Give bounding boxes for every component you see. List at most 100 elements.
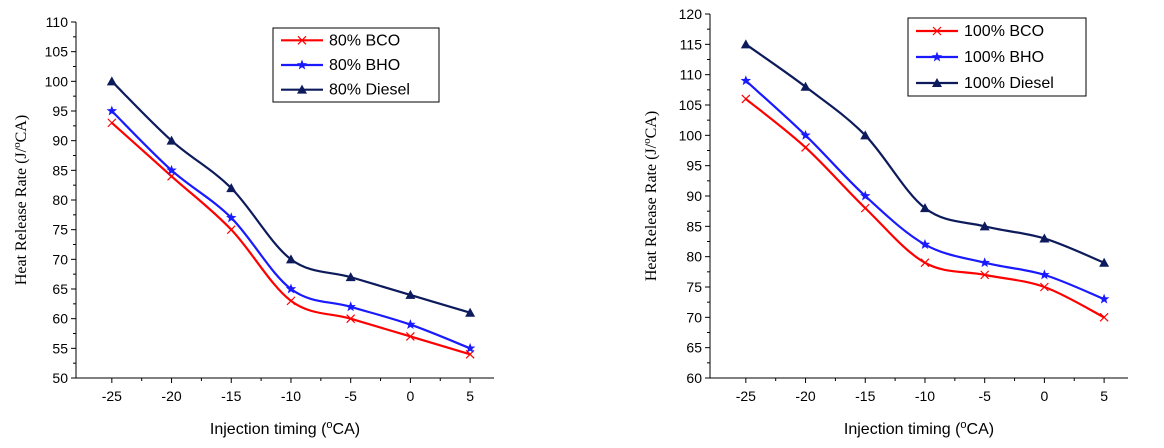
legend-item: 80% Diesel [281, 82, 410, 99]
data-point [860, 190, 871, 201]
legend-label: 100% BHO [964, 49, 1044, 66]
data-point [979, 257, 990, 268]
x-tick-label: -10 [915, 388, 935, 404]
series-80-diesel [106, 76, 476, 317]
data-point [405, 289, 416, 299]
y-tick-label: 70 [686, 309, 702, 325]
y-tick-label: 110 [46, 14, 69, 30]
series-line [111, 80, 471, 314]
series-100-bho [740, 75, 1110, 304]
legend-item: 100% Diesel [916, 75, 1054, 92]
y-tick-label: 60 [52, 311, 68, 327]
data-point [920, 258, 930, 268]
data-point [740, 39, 751, 49]
legend-item: 100% BHO [916, 49, 1044, 66]
legend-label: 100% BCO [964, 23, 1044, 40]
data-point [1039, 269, 1050, 280]
data-point [346, 314, 356, 324]
data-point [980, 270, 990, 280]
data-point [979, 221, 990, 231]
y-tick-label: 120 [679, 6, 703, 22]
data-point [226, 183, 237, 193]
y-tick-label: 100 [679, 127, 703, 143]
data-point [800, 129, 811, 140]
x-tick-label: -15 [855, 388, 875, 404]
data-point [286, 296, 296, 306]
x-tick-label: 0 [407, 388, 415, 404]
y-tick-label: 70 [52, 251, 68, 267]
x-tick-label: -10 [281, 388, 301, 404]
legend-marker [297, 84, 307, 94]
legend-label: 80% BCO [329, 32, 400, 49]
series-line [111, 110, 471, 350]
data-point [740, 75, 752, 86]
x-tick-label: -5 [344, 388, 357, 404]
y-tick-label: 65 [52, 281, 68, 297]
legend-item: 80% BCO [281, 32, 400, 49]
x-tick-label: -25 [102, 388, 122, 404]
series-80-bco [107, 118, 475, 359]
y-tick-label: 95 [686, 158, 702, 174]
chart-100-percent: 60 65 70 75 80 85 90 95 100 105 110 115 120 -25 -20 -15… [641, 6, 1128, 438]
y-tick-label: 80 [686, 249, 702, 265]
legend-marker [932, 26, 942, 36]
data-point [801, 143, 810, 152]
data-point [405, 319, 416, 330]
data-point [285, 254, 296, 264]
x-tick-label: -20 [795, 388, 815, 404]
y-tick-label: 105 [679, 97, 703, 113]
x-tick-label: -20 [161, 388, 181, 404]
data-point [464, 342, 476, 353]
y-tick-label: 100 [45, 73, 69, 89]
data-point [405, 332, 415, 341]
x-axis-title: Injection timing (oCA) [844, 419, 994, 438]
legend-item: 80% BHO [281, 57, 400, 74]
data-point [919, 239, 931, 249]
data-point [166, 164, 177, 175]
series-100-diesel [740, 39, 1110, 267]
series-100-bco [741, 94, 1109, 322]
legend-marker [297, 35, 307, 45]
x-tick-label: 0 [1041, 388, 1049, 404]
y-tick-label: 85 [686, 218, 702, 234]
x-tick-label: 5 [466, 388, 474, 404]
legend-marker [931, 51, 943, 62]
data-point [1099, 257, 1110, 267]
y-tick-label: 90 [686, 188, 702, 204]
legend-label: 100% Diesel [964, 75, 1054, 92]
legend-marker [932, 78, 942, 87]
x-tick-label: 5 [1100, 388, 1108, 404]
legend-marker [296, 59, 308, 70]
y-tick-label: 75 [686, 279, 702, 295]
data-point [226, 212, 237, 223]
series-line [745, 79, 1105, 301]
data-point [1039, 282, 1049, 292]
y-tick-label: 65 [686, 340, 702, 356]
series-line [111, 122, 471, 356]
x-tick-label: -5 [978, 388, 991, 404]
y-tick-label: 95 [52, 103, 68, 119]
y-tick-label: 85 [52, 162, 68, 178]
data-point [919, 203, 930, 213]
x-axis-title: Injection timing (oCA) [210, 419, 360, 438]
legend-label: 80% Diesel [329, 82, 410, 99]
data-point [1098, 293, 1110, 304]
x-tick-label: -15 [221, 388, 241, 404]
data-point [741, 94, 751, 104]
data-point [465, 307, 476, 317]
data-point [285, 283, 297, 294]
y-axis-title: Heat Release Rate (J/oCA) [11, 115, 30, 285]
data-point [107, 118, 117, 128]
data-point [345, 301, 356, 312]
y-axis-title: Heat Release Rate (J/oCA) [641, 111, 660, 281]
data-point [106, 105, 118, 116]
y-tick-label: 115 [680, 36, 703, 52]
legend-item: 100% BCO [916, 23, 1044, 40]
y-tick-label: 60 [686, 370, 702, 386]
legend: 80% BCO 80% BHO 80% Diesel [272, 27, 440, 103]
data-point [226, 225, 236, 235]
legend: 100% BCO 100% BHO 100% Diesel [907, 17, 1087, 97]
y-tick-label: 50 [52, 370, 68, 386]
y-tick-label: 110 [680, 67, 703, 83]
